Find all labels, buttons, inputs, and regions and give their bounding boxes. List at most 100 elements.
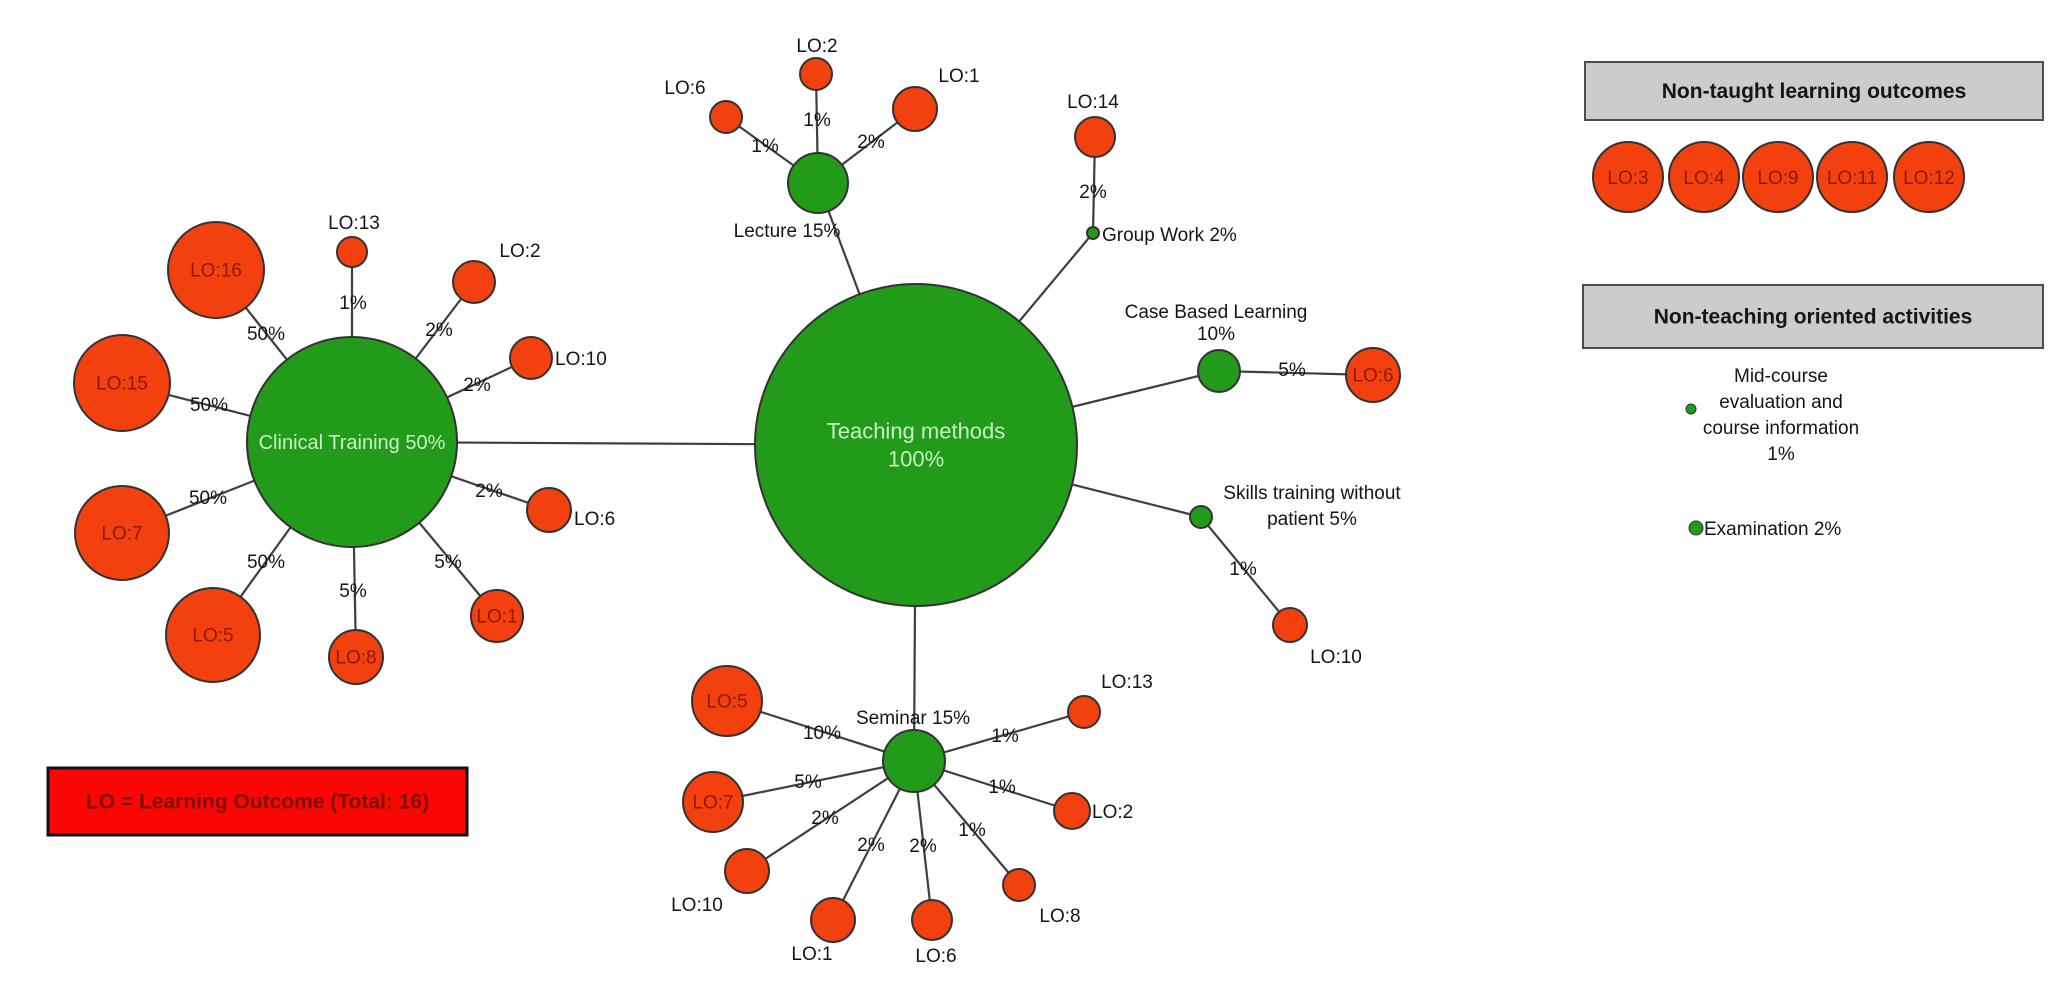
node-label-se_lo10: LO:10 (671, 895, 723, 916)
non-teaching-dot-1 (1688, 520, 1704, 536)
node-label-c_lo5: LO:5 (192, 626, 233, 647)
node-label-l_lo1: LO:1 (938, 66, 979, 87)
lo-note-text: LO = Learning Outcome (Total: 16) (86, 791, 429, 814)
node-label-se_lo7: LO:7 (692, 793, 733, 814)
edge-seminar-se_lo10 (746, 760, 915, 872)
edge-seminar-se_lo7 (712, 759, 915, 804)
lo-note: LO = Learning Outcome (Total: 16) (46, 766, 469, 837)
learning-outcome-node-c_lo13 (336, 236, 368, 268)
node-label-c_lo15: LO:15 (96, 374, 148, 395)
node-label-seminar: Seminar 15% (856, 708, 970, 729)
edge-weight-label: 2% (909, 836, 937, 857)
non-teaching-title: Non-teaching oriented activities (1654, 306, 1973, 329)
learning-outcome-node-g_lo14 (1074, 116, 1116, 158)
non-taught-lo-circle-2 (1742, 141, 1814, 213)
node-label-clinical: Clinical Training 50% (259, 432, 446, 454)
node-label-skills: patient 5% (1267, 509, 1357, 530)
node-label-s_lo10: LO:10 (1310, 647, 1362, 668)
non-taught-lo-label-1: LO:4 (1683, 168, 1725, 189)
legend-non-teaching: Non-teaching oriented activities Mid-cou… (1582, 284, 2044, 540)
learning-outcome-node-l_lo1 (892, 86, 938, 132)
legend-non-taught: Non-taught learning outcomes LO:3 LO:4 LO:… (1584, 61, 2044, 213)
edge-weight-label: 5% (794, 772, 822, 793)
learning-outcome-node-c_lo6 (526, 487, 572, 533)
edge-weight-label: 2% (857, 835, 885, 856)
node-label-c_lo10: LO:10 (555, 349, 607, 370)
activity-node-skills (1189, 505, 1213, 529)
node-label-se_lo1: LO:1 (791, 944, 832, 965)
learning-outcome-node-se_lo6 (911, 899, 953, 941)
node-label-teaching: Teaching methods (827, 419, 1006, 444)
activity-node-lecture (787, 152, 849, 214)
non-taught-lo-label-2: LO:9 (1757, 168, 1798, 189)
edge-weight-label: 1% (988, 777, 1016, 798)
activity-node-groupwork (1086, 226, 1100, 240)
node-label-skills: Skills training without (1223, 483, 1401, 504)
non-teaching-header-box (1582, 284, 2044, 349)
node-label-casebased: 10% (1197, 324, 1235, 345)
node-label-l_lo2: LO:2 (796, 36, 837, 57)
node-label-se_lo8: LO:8 (1039, 906, 1080, 927)
edge-weight-label: 2% (463, 375, 491, 396)
edge-weight-label: 5% (339, 581, 367, 602)
activity-node-seminar (882, 729, 946, 793)
learning-outcome-node-l_lo2 (799, 57, 833, 91)
node-label-casebased: Case Based Learning (1125, 302, 1308, 323)
edge-weight-label: 50% (189, 488, 227, 509)
node-labels-layer: Teaching methods 100% Clinical Training 50… (96, 36, 1401, 967)
learning-outcome-node-c_lo7 (74, 485, 170, 581)
edge-weight-label: 10% (803, 723, 841, 744)
learning-outcome-node-l_lo6 (709, 100, 743, 134)
node-label-groupwork: Group Work 2% (1102, 225, 1237, 246)
non-teaching-dot-0 (1685, 403, 1697, 415)
edge-weight-label: 2% (425, 320, 453, 341)
node-label-c_lo1: LO:1 (476, 607, 517, 628)
node-label-se_lo5: LO:5 (706, 692, 747, 713)
non-teaching-label-0: course information (1703, 418, 1859, 439)
activity-node-clinical (246, 336, 458, 548)
edge-weight-label: 50% (190, 395, 228, 416)
non-taught-lo-label-0: LO:3 (1607, 168, 1648, 189)
edge-weight-label: 5% (1278, 360, 1306, 381)
edge-weight-label: 1% (339, 293, 367, 314)
activity-node-casebased (1197, 349, 1241, 393)
learning-outcome-node-se_lo8 (1002, 868, 1036, 902)
learning-outcome-node-se_lo13 (1067, 695, 1101, 729)
non-taught-lo-circle-0 (1592, 141, 1664, 213)
learning-outcome-node-c_lo2 (452, 260, 496, 304)
non-taught-circles: LO:3 LO:4 LO:9 LO:11 LO:12 (1592, 141, 1965, 213)
node-label-lecture: Lecture 15% (734, 221, 841, 242)
node-label-c_lo2: LO:2 (499, 241, 540, 262)
learning-outcome-node-c_lo16 (167, 221, 265, 319)
node-label-se_lo6: LO:6 (915, 946, 956, 967)
learning-outcome-node-c_lo10 (509, 336, 553, 380)
non-teaching-label-1: Examination 2% (1704, 519, 1841, 540)
learning-outcome-node-c_lo15 (73, 334, 171, 432)
node-label-c_lo8: LO:8 (335, 648, 376, 669)
edge-weight-label: 1% (991, 726, 1019, 747)
edge-labels-layer: 50% 50% 50% 50% 5% 5% 2% 2% 2% 1% 1% 1% 2% 2% 5% 1% 10% 5… (189, 110, 1306, 857)
node-label-c_lo16: LO:16 (190, 261, 242, 282)
learning-outcome-node-s_lo10 (1272, 607, 1308, 643)
edge-weight-label: 2% (1079, 182, 1107, 203)
non-taught-header-box (1584, 61, 2044, 121)
learning-outcome-node-se_lo5 (691, 665, 763, 737)
edge-weight-label: 1% (958, 820, 986, 841)
node-label-c_lo6: LO:6 (574, 509, 615, 530)
learning-outcome-node-c_lo8 (328, 629, 384, 685)
node-label-c_lo13: LO:13 (328, 213, 380, 234)
edge-weight-label: 2% (475, 481, 503, 502)
learning-outcome-node-se_lo10 (724, 848, 770, 894)
non-taught-lo-circle-1 (1668, 141, 1740, 213)
activity-node-teaching (754, 283, 1078, 607)
node-label-cb_lo6: LO:6 (1352, 366, 1393, 387)
edge-weight-label: 1% (803, 110, 831, 131)
non-teaching-label-0: evaluation and (1719, 392, 1843, 413)
non-taught-title: Non-taught learning outcomes (1662, 80, 1967, 103)
edge-weight-label: 1% (1229, 559, 1257, 580)
edge-weight-label: 50% (247, 324, 285, 345)
edge-weight-label: 1% (751, 136, 779, 157)
node-label-g_lo14: LO:14 (1067, 92, 1119, 113)
